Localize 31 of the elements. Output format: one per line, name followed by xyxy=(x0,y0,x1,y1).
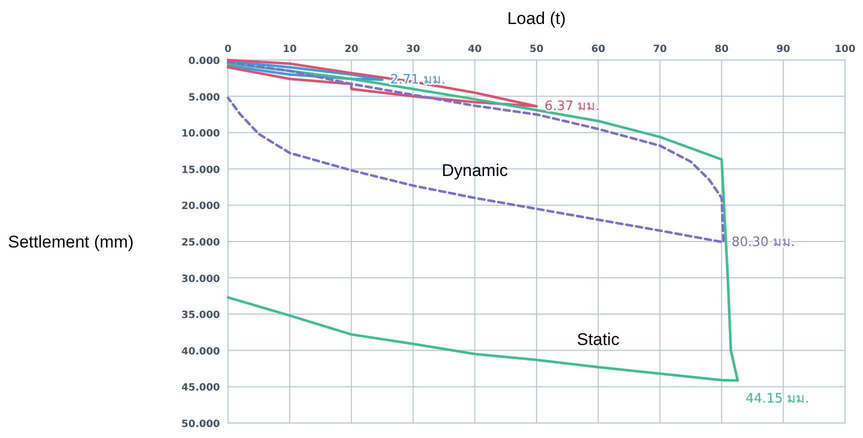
x-axis-title: Load (t) xyxy=(507,9,566,28)
y-tick-label: 30.000 xyxy=(181,274,220,285)
x-tick-label: 60 xyxy=(591,44,606,55)
series-label: Dynamic xyxy=(442,160,508,180)
annotation: 6.37 มม. xyxy=(544,99,600,114)
y-tick-label: 45.000 xyxy=(181,382,220,394)
y-tick-label: 25.000 xyxy=(181,238,220,248)
y-tick-label: 0.000 xyxy=(188,56,220,67)
x-tick-label: 70 xyxy=(652,44,667,55)
x-tick-label: 0 xyxy=(224,44,232,55)
y-tick-label: 5.000 xyxy=(188,92,220,104)
annotation: 44.15 มม. xyxy=(746,392,810,407)
line-series xyxy=(226,58,538,108)
annotation: 80.30 มม. xyxy=(731,235,795,250)
y-axis-title: Settlement (mm) xyxy=(8,232,134,252)
x-tick-label: 30 xyxy=(406,44,420,55)
x-tick-label: 40 xyxy=(468,44,482,55)
x-tick-label: 50 xyxy=(530,44,544,55)
y-tick-label: 10.000 xyxy=(181,128,220,140)
x-tick-label: 90 xyxy=(776,44,790,55)
x-tick-label: 100 xyxy=(834,44,856,55)
y-tick-label: 50.000 xyxy=(181,419,220,430)
series-label: Static xyxy=(576,330,620,350)
y-tick-label: 20.000 xyxy=(181,201,220,212)
x-tick-label: 80 xyxy=(714,44,729,55)
y-tick-label: 40.000 xyxy=(181,346,220,358)
y-tick-label: 15.000 xyxy=(181,164,220,176)
line-series xyxy=(226,60,725,244)
x-tick-label: 20 xyxy=(344,44,358,55)
x-tick-label: 10 xyxy=(282,44,297,55)
y-tick-label: 35.000 xyxy=(181,310,220,322)
